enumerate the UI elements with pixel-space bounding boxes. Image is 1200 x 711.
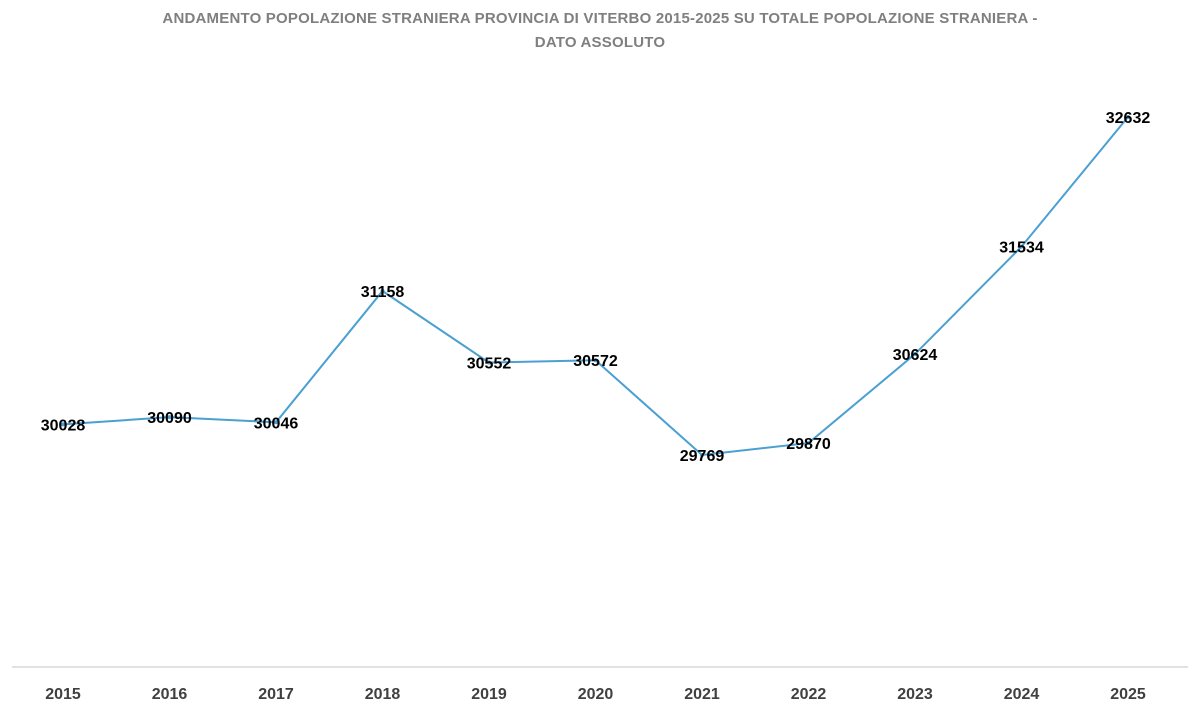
data-points [61,115,1130,457]
data-label-2021: 29769 [680,448,725,465]
x-tick-2025: 2025 [1110,686,1146,703]
x-tick-labels: 2015 2016 2017 2018 2019 2020 2021 2022 2023 2024… [45,686,1146,703]
data-label-2024: 31534 [999,240,1044,257]
x-tick-2024: 2024 [1004,686,1040,703]
data-label-2016: 30090 [147,410,192,427]
data-label-2022: 29870 [786,436,831,453]
data-point-2021 [700,453,704,457]
data-label-2020: 30572 [573,353,618,370]
x-tick-2021: 2021 [684,686,720,703]
data-label-2015: 30028 [41,417,86,434]
x-tick-2015: 2015 [45,686,81,703]
data-label-2018: 31158 [361,284,405,301]
data-point-2024 [1019,244,1024,249]
data-point-2016 [167,415,172,420]
data-labels: 30028 30090 30046 31158 30552 30572 29769 29870… [41,110,1151,465]
x-tick-2020: 2020 [578,686,614,703]
x-tick-2023: 2023 [897,686,933,703]
x-tick-2016: 2016 [152,686,188,703]
data-label-2023: 30624 [893,347,938,364]
data-point-2015 [61,422,65,427]
data-point-2018 [380,289,385,294]
data-point-2025 [1126,115,1130,119]
data-point-2022 [806,441,811,446]
data-label-2017: 30046 [254,415,299,432]
series-line [62,116,1129,457]
x-tick-2017: 2017 [258,686,294,703]
x-tick-2022: 2022 [791,686,827,703]
chart-title-line2: DATO ASSOLUTO [534,34,666,51]
data-label-2025: 32632 [1106,110,1151,127]
x-tick-2018: 2018 [365,686,401,703]
data-point-2020 [593,358,598,363]
data-point-2017 [274,420,278,425]
data-label-2019: 30552 [467,356,512,373]
data-point-2019 [487,360,491,365]
data-point-2023 [913,352,917,357]
x-tick-2019: 2019 [471,686,507,703]
chart-title: ANDAMENTO POPOLAZIONE STRANIERA PROVINCI… [162,10,1038,27]
